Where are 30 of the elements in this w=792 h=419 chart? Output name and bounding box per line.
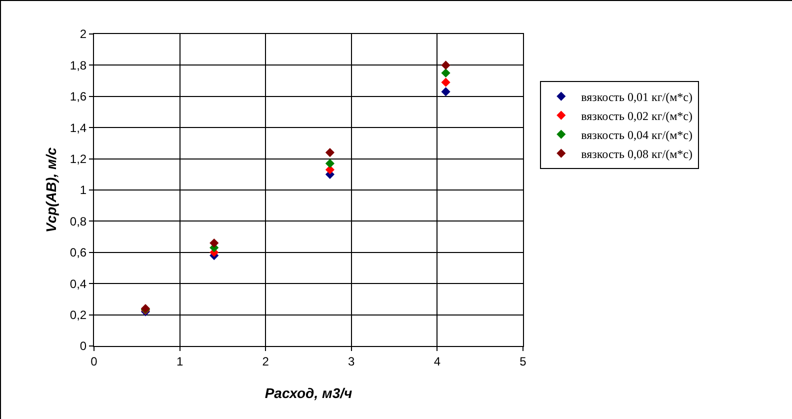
x-tick-label: 0 [90, 354, 98, 368]
legend-label: вязкость 0,02 кг/(м*с) [581, 108, 692, 123]
y-tick-label: 1,4 [70, 120, 87, 135]
y-tick-label: 1,8 [70, 58, 87, 72]
point [210, 238, 219, 248]
legend-label: вязкость 0,01 кг/(м*с) [581, 90, 692, 104]
x-axis-title: Расход, м3/ч [264, 385, 352, 401]
point [441, 68, 450, 78]
x-tick-label: 2 [262, 354, 270, 368]
y-tick-label: 1 [80, 183, 87, 198]
point [325, 148, 334, 158]
y-tick-label: 0,4 [70, 276, 87, 291]
point [441, 87, 450, 96]
x-tick-label: 5 [520, 354, 527, 368]
y-tick-label: 1,2 [70, 152, 87, 166]
y-tick-label: 0,6 [70, 246, 87, 260]
y-tick-label: 0,8 [70, 214, 87, 228]
y-axis-title: Vср(AB), м/с [43, 147, 59, 233]
y-tick-label: 2 [80, 27, 87, 42]
x-tick-label: 4 [434, 354, 441, 368]
point [441, 60, 450, 70]
point [325, 158, 334, 168]
x-tick-label: 1 [176, 354, 184, 368]
legend-label: вязкость 0,04 кг/(м*с) [581, 128, 692, 142]
x-tick-label: 3 [348, 354, 356, 368]
legend-label: вязкость 0,08 кг/(м*с) [581, 146, 692, 161]
point [441, 78, 450, 87]
y-tick-label: 0 [80, 339, 87, 354]
y-tick-label: 1,6 [70, 90, 87, 104]
y-tick-label: 0,2 [70, 308, 87, 322]
